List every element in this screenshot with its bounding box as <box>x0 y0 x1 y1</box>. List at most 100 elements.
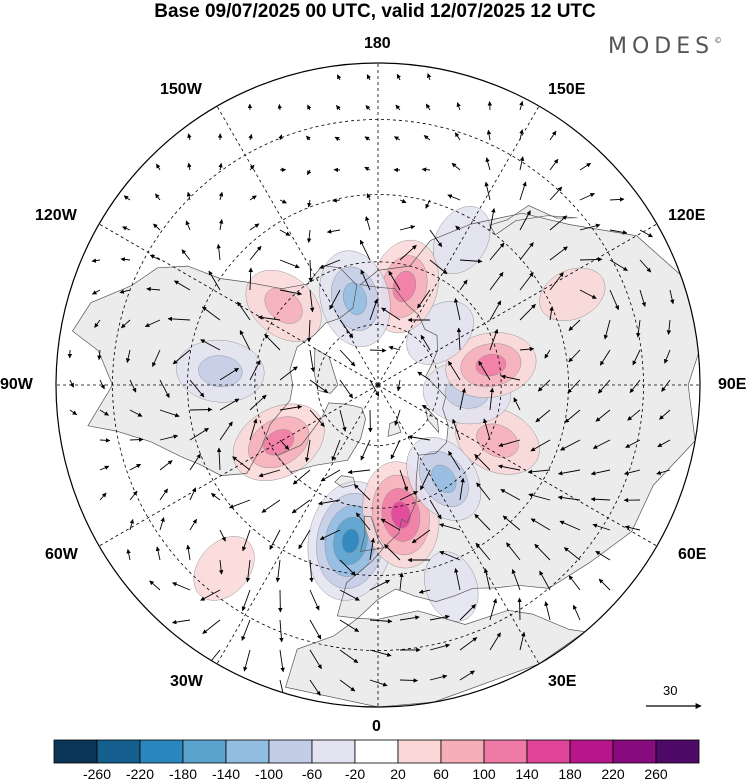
wind-arrow <box>388 345 401 351</box>
wind-arrow <box>279 366 298 381</box>
wind-arrow <box>519 181 527 201</box>
wind-arrow <box>339 619 360 632</box>
wind-arrow <box>456 327 462 351</box>
wind-arrow <box>360 269 371 291</box>
wind-arrow <box>456 102 461 111</box>
wind-arrow <box>189 487 197 501</box>
wind-arrow <box>279 619 284 643</box>
colorbar-box-1 <box>96 739 141 764</box>
wind-arrow <box>418 589 431 594</box>
wind-arrow <box>664 349 671 364</box>
wind-arrow <box>632 349 641 366</box>
brand-mark: © <box>714 36 723 45</box>
wind-arrow <box>292 469 311 485</box>
anomaly-14 <box>424 551 479 622</box>
wind-arrow <box>595 550 611 561</box>
wind-arrow <box>279 439 290 450</box>
colorbar-label-8: 60 <box>433 766 449 782</box>
wind-arrow <box>365 105 371 111</box>
wind-arrow <box>309 589 320 611</box>
wind-arrow <box>399 678 419 683</box>
wind-arrow <box>590 496 611 502</box>
wind-arrow <box>189 379 205 398</box>
wind-arrow <box>459 637 478 651</box>
wind-arrow <box>309 559 314 583</box>
wind-arrow <box>277 103 283 111</box>
wind-arrow <box>202 619 221 634</box>
wind-arrow <box>339 589 360 601</box>
wind-arrow <box>122 226 131 231</box>
wind-arrow <box>329 289 341 310</box>
wind-arrow <box>339 649 359 664</box>
anomaly-shading <box>176 206 606 622</box>
wind-arrow <box>478 360 491 381</box>
wind-arrow <box>500 489 521 501</box>
wind-arrow <box>421 404 431 411</box>
wind-arrow <box>360 439 371 461</box>
wind-arrow <box>599 349 611 366</box>
land-africa <box>285 610 585 707</box>
wind-arrow <box>592 439 611 449</box>
wind-arrow <box>563 547 581 561</box>
wind-arrow <box>425 103 431 111</box>
wind-arrow <box>319 529 341 540</box>
wind-arrow <box>399 244 417 261</box>
wind-arrow <box>249 223 260 231</box>
wind-arrow <box>396 379 402 392</box>
wind-arrow <box>568 319 581 331</box>
wind-arrow <box>519 303 536 321</box>
wind-arrow <box>399 572 404 591</box>
wind-arrow <box>186 544 191 561</box>
wind-arrow <box>557 495 581 501</box>
wind-arrow <box>459 477 465 501</box>
wind-arrow <box>369 649 392 657</box>
anomaly-4-level-1 <box>476 423 519 458</box>
colorbar-box-8 <box>397 739 442 764</box>
wind-arrow <box>241 529 251 552</box>
wind-arrow <box>359 239 371 261</box>
wind-arrow <box>411 529 431 544</box>
wind-arrow <box>243 649 251 672</box>
wind-arrow <box>489 271 504 291</box>
label-120e: 120E <box>668 207 706 224</box>
wind-arrow <box>339 409 347 432</box>
wind-arrow <box>624 525 641 531</box>
wind-arrow <box>572 604 581 621</box>
wind-arrow <box>623 469 641 476</box>
wind-arrow <box>249 394 267 411</box>
wind-arrow <box>125 349 131 363</box>
wind-arrow <box>339 319 354 339</box>
label-60e: 60E <box>678 546 707 563</box>
parallel-60 <box>254 261 502 509</box>
wind-arrow <box>309 409 325 427</box>
wind-arrow <box>156 163 161 171</box>
anomaly-11-level-1 <box>198 355 243 387</box>
wind-arrow <box>99 492 107 501</box>
brand-logo: MODES© <box>608 34 722 59</box>
wind-arrow <box>429 674 448 681</box>
wind-arrow <box>189 518 197 531</box>
anomaly-14-level-0 <box>424 551 479 622</box>
wind-arrow <box>609 197 625 202</box>
wind-arrow <box>656 469 671 475</box>
wind-arrow <box>187 133 192 141</box>
colorbar-label-4: -100 <box>255 766 283 782</box>
wind-arrow <box>279 289 303 296</box>
wind-arrow <box>319 259 341 269</box>
wind-arrow <box>528 493 551 501</box>
wind-arrow <box>336 105 341 111</box>
wind-arrow <box>369 348 387 353</box>
anomaly-3-level-2 <box>431 464 457 493</box>
wind-arrow <box>249 245 262 261</box>
wind-arrow <box>129 518 135 531</box>
wind-arrow <box>219 367 239 381</box>
wind-arrow <box>489 328 499 351</box>
wind-arrow <box>123 195 131 201</box>
wind-arrow <box>241 589 251 612</box>
wind-arrow <box>399 469 409 492</box>
wind-arrow <box>174 280 191 291</box>
wind-arrow <box>539 570 551 591</box>
wind-arrow <box>579 223 601 231</box>
wind-arrow <box>181 249 191 261</box>
colorbar-label-2: -180 <box>169 766 197 782</box>
